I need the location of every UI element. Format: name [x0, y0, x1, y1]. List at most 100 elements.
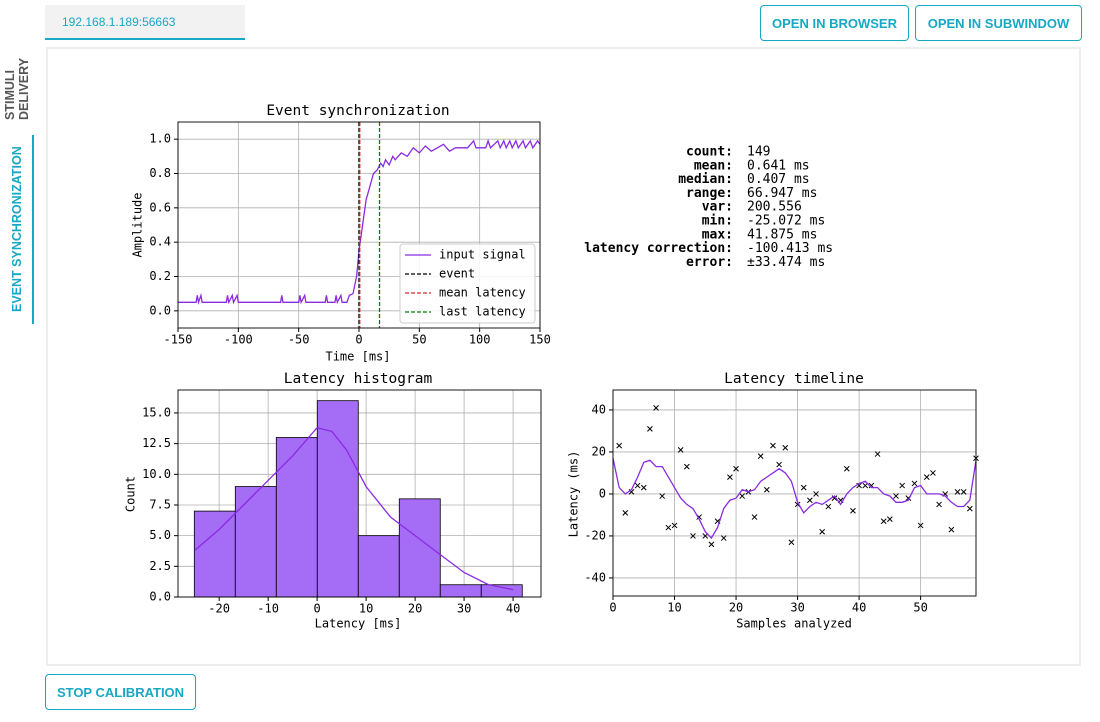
button[interactable]: OPEN IN SUBWINDOW — [915, 5, 1082, 41]
legend-label: event — [439, 267, 475, 281]
x-tick-label: 20 — [408, 602, 422, 616]
marker — [948, 526, 955, 533]
marker — [640, 484, 647, 491]
y-tick-label: -40 — [584, 570, 606, 584]
legend-label: last latency — [439, 305, 526, 319]
marker — [751, 514, 758, 520]
marker — [671, 522, 678, 529]
marker — [819, 528, 826, 535]
y-tick-label: 1.0 — [149, 132, 171, 146]
stat-label: mean: — [694, 158, 733, 173]
legend-label: mean latency — [439, 286, 526, 300]
marker — [727, 474, 733, 480]
stat-label: min: — [702, 214, 733, 229]
x-axis-label: Samples analyzed — [736, 617, 852, 631]
marker — [911, 480, 918, 487]
stat-label: latency correction: — [584, 241, 733, 256]
x-tick-label: 50 — [913, 601, 927, 615]
chart-title: Event synchronization — [266, 103, 449, 119]
x-tick-label: 0 — [609, 601, 616, 615]
x-tick-label: 10 — [359, 602, 373, 616]
stat-value: -100.413 ms — [747, 241, 833, 256]
button[interactable]: OPEN IN BROWSER — [760, 5, 909, 41]
marker — [874, 451, 881, 457]
marker — [807, 497, 813, 504]
x-tick-label: 40 — [852, 601, 866, 615]
x-tick-label: 0 — [314, 602, 321, 616]
marker — [899, 482, 906, 489]
y-tick-label: 0.0 — [149, 590, 171, 604]
x-tick-label: 50 — [412, 333, 426, 347]
marker — [739, 493, 746, 499]
y-tick-label: 10.0 — [142, 467, 171, 481]
y-tick-label: 20 — [592, 444, 606, 458]
axes-frame — [177, 121, 541, 329]
bar — [316, 400, 359, 598]
marker — [776, 461, 782, 468]
marker — [843, 465, 850, 472]
marker — [647, 425, 653, 432]
stat-label: error: — [686, 255, 733, 270]
y-tick-label: 12.5 — [142, 436, 171, 450]
x-tick-label: 30 — [790, 601, 804, 615]
y-tick-label: 0.0 — [149, 303, 171, 317]
marker — [936, 501, 942, 508]
address: 192.168.1.189:56663 — [62, 15, 176, 29]
stat-label: max: — [702, 227, 733, 242]
bar — [234, 486, 277, 598]
marker — [690, 533, 696, 539]
stat-label: count: — [686, 145, 733, 160]
stat-value: 0.407 ms — [747, 172, 810, 187]
stat-label: range: — [686, 186, 733, 201]
x-tick-label: 40 — [506, 602, 520, 616]
marker — [960, 488, 967, 495]
stat-label: var: — [702, 200, 733, 215]
y-tick-label: -20 — [584, 528, 606, 542]
marker — [788, 539, 795, 546]
stat-value: 0.641 ms — [747, 158, 810, 173]
marker — [720, 535, 727, 541]
y-axis-label: Amplitude — [131, 192, 145, 257]
marker — [616, 442, 623, 449]
x-tick-label: -50 — [288, 333, 310, 347]
x-tick-label: 100 — [469, 333, 491, 347]
marker — [800, 484, 807, 491]
kde-line — [194, 426, 514, 591]
x-axis-label: Time [ms] — [325, 350, 390, 364]
marker — [954, 488, 961, 495]
x-tick-label: -10 — [257, 602, 279, 616]
marker — [850, 507, 856, 514]
marker — [825, 503, 832, 510]
marker — [770, 442, 776, 449]
address-field[interactable]: 192.168.1.189:56663 — [45, 5, 245, 40]
marker — [677, 446, 684, 453]
y-tick-label: 0.2 — [149, 269, 171, 283]
x-tick-label: -150 — [164, 333, 193, 347]
marker — [813, 491, 819, 497]
axes-frame — [177, 389, 542, 598]
marker — [966, 505, 973, 512]
bar — [398, 498, 441, 598]
stat-label: median: — [678, 172, 733, 187]
y-tick-label: 0.4 — [149, 235, 171, 249]
marker — [708, 541, 715, 548]
marker — [893, 493, 899, 499]
chart-title: Latency timeline — [724, 371, 864, 387]
button[interactable]: STOP CALIBRATION — [45, 674, 196, 710]
marker — [665, 524, 672, 531]
stat-value: 66.947 ms — [747, 186, 817, 201]
stat-value: 41.875 ms — [747, 227, 817, 242]
marker — [634, 482, 641, 489]
marker — [880, 518, 887, 525]
x-tick-label: 10 — [667, 601, 681, 615]
marker — [683, 463, 690, 470]
marker — [763, 486, 770, 493]
trend-line — [612, 458, 977, 540]
stat-value: ±33.474 ms — [747, 255, 825, 270]
x-tick-label: 0 — [355, 333, 362, 347]
bar — [357, 535, 400, 598]
x-tick-label: 20 — [729, 601, 743, 615]
bar — [193, 510, 236, 598]
